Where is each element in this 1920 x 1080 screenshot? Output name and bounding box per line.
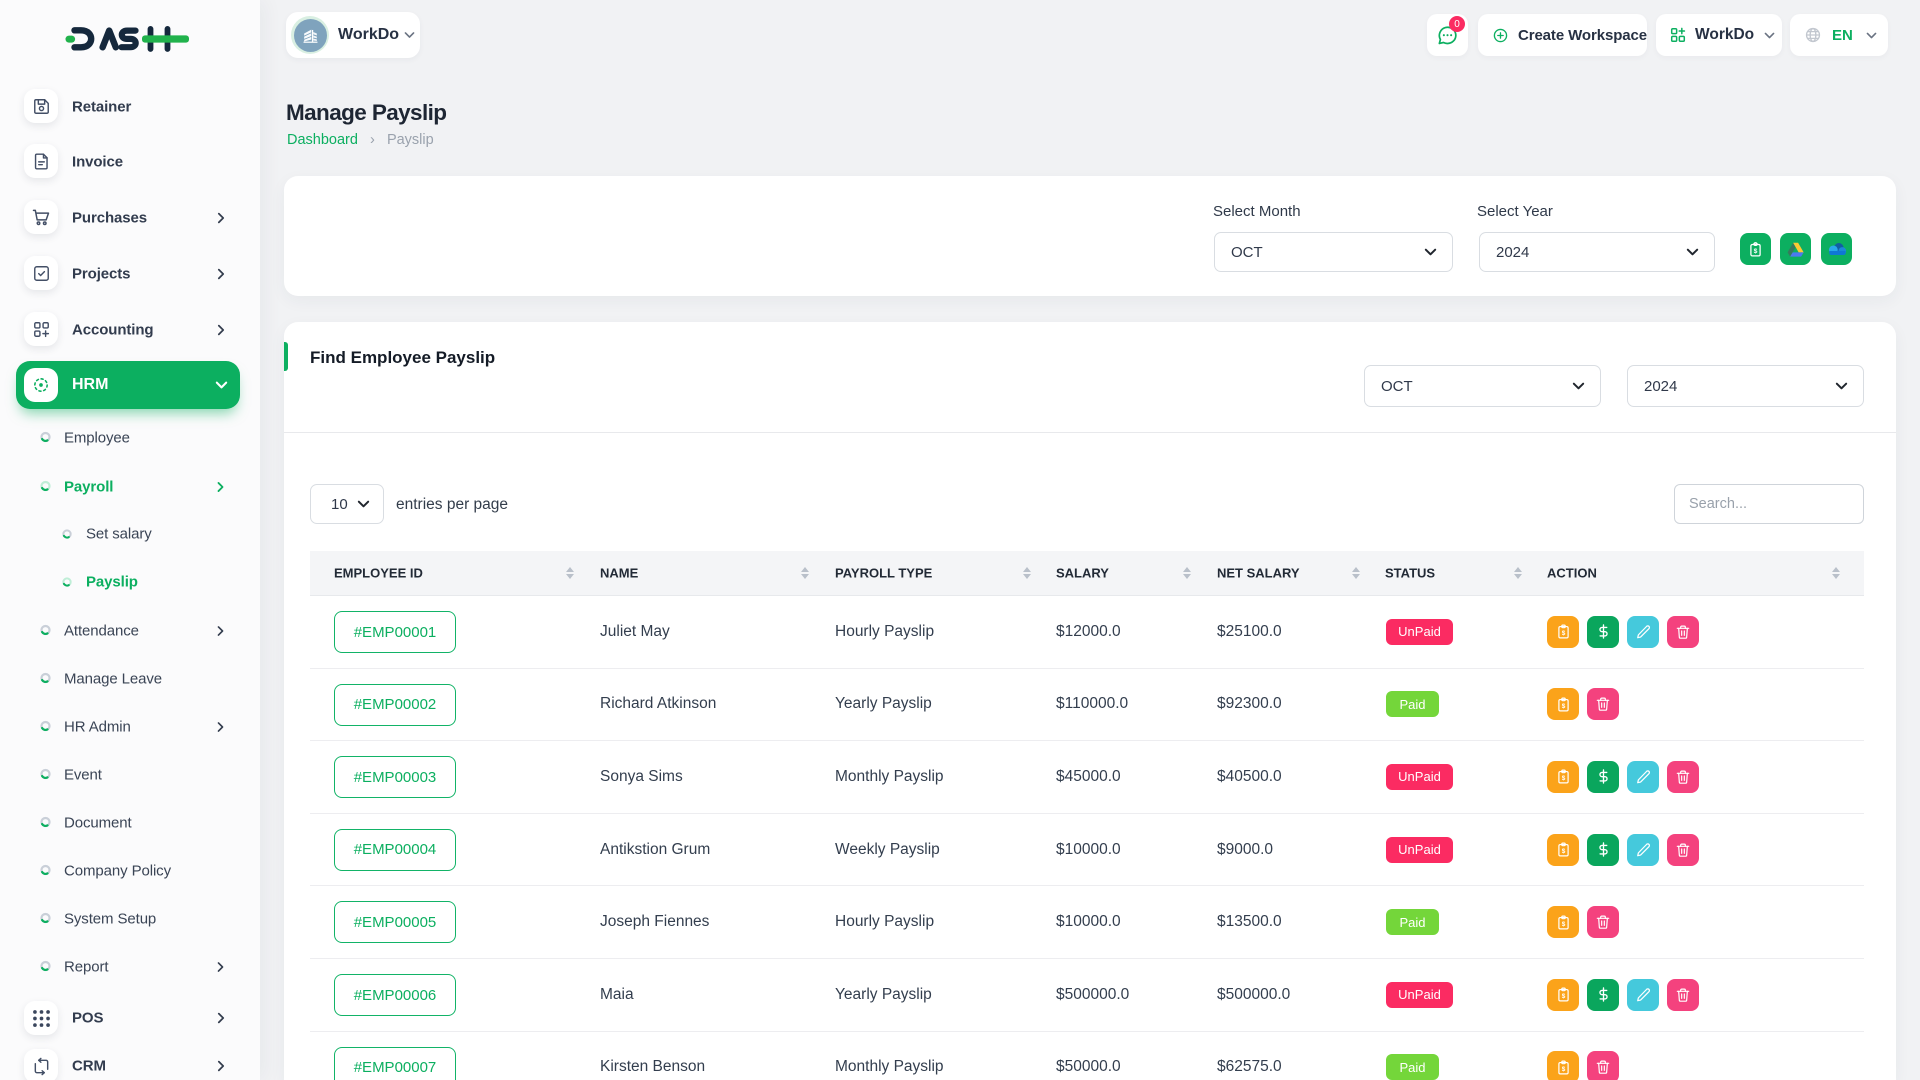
- svg-text:$: $: [1561, 630, 1565, 637]
- svg-text:$: $: [1561, 1066, 1565, 1073]
- svg-text:$: $: [1561, 703, 1565, 710]
- svg-text:$: $: [1561, 993, 1565, 1000]
- svg-text:$: $: [1754, 247, 1758, 254]
- svg-text:$: $: [1561, 920, 1565, 927]
- svg-text:$: $: [1561, 848, 1565, 855]
- svg-text:$: $: [1561, 775, 1565, 782]
